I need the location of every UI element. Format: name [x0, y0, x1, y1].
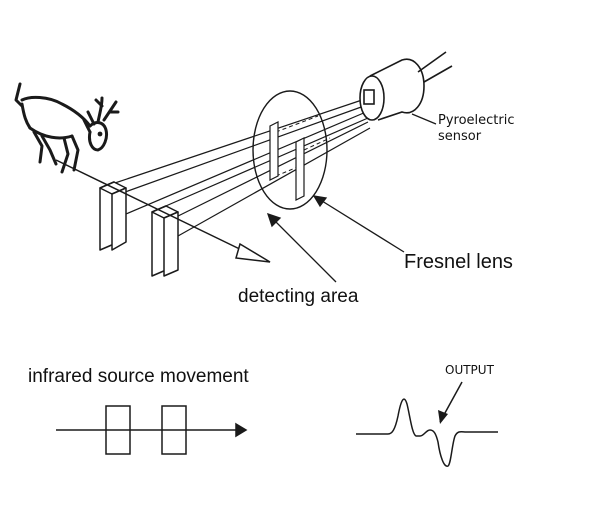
detection-beams [99, 99, 371, 237]
sensor-label-line2: sensor [438, 129, 482, 144]
movement-schematic [56, 405, 248, 455]
label-pointers [266, 113, 437, 283]
fresnel-lens-label: Fresnel lens [404, 251, 513, 273]
deer-icon [14, 82, 120, 174]
output-label: OUTPUT [445, 363, 495, 377]
movement-arrow-head [235, 422, 248, 438]
fresnel-lens [252, 90, 328, 210]
detection-block-left [99, 181, 127, 251]
detecting-area-label: detecting area [238, 286, 359, 307]
movement-trajectory-arrow [55, 159, 271, 263]
detection-block-right [151, 205, 179, 277]
sensor-label-line1: Pyroelectric [438, 113, 515, 128]
output-waveform [356, 381, 498, 467]
pyroelectric-sensor-icon [359, 51, 453, 121]
movement-label: infrared source movement [28, 366, 249, 387]
